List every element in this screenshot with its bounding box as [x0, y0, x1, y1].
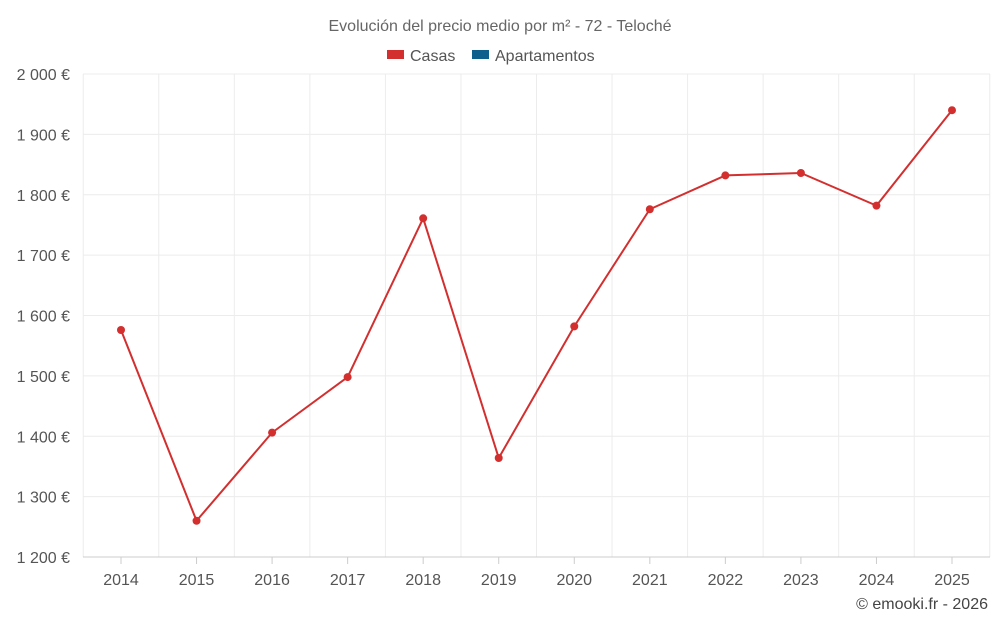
- data-point[interactable]: [268, 428, 277, 437]
- data-point[interactable]: [192, 516, 201, 525]
- legend: Casas Apartamentos: [387, 48, 595, 65]
- legend-label-apartamentos: Apartamentos: [495, 48, 595, 65]
- legend-swatch-apartamentos: [472, 50, 489, 59]
- data-point[interactable]: [419, 214, 428, 223]
- series-line-casas: [120, 109, 953, 522]
- legend-swatch-casas: [387, 50, 404, 59]
- series-casas: [117, 106, 956, 525]
- y-tick-label: 1 200 €: [17, 550, 70, 567]
- data-point[interactable]: [796, 169, 805, 178]
- legend-item-casas[interactable]: Casas: [387, 48, 455, 65]
- credit-text: © emooki.fr - 2026: [856, 596, 988, 613]
- y-tick-label: 2 000 €: [17, 67, 70, 84]
- legend-label-casas: Casas: [410, 48, 455, 65]
- data-point[interactable]: [645, 205, 654, 214]
- data-point[interactable]: [721, 171, 730, 180]
- data-point[interactable]: [343, 373, 352, 382]
- x-tick-label: 2024: [859, 572, 895, 589]
- x-tick-label: 2021: [632, 572, 668, 589]
- x-tick-label: 2015: [179, 572, 215, 589]
- y-axis: 1 200 € 1 300 € 1 400 € 1 500 € 1 600 € 1 700…: [17, 67, 70, 567]
- y-tick-label: 1 900 €: [17, 127, 70, 144]
- gridlines: [82, 73, 991, 558]
- data-point[interactable]: [872, 201, 881, 210]
- chart-title: Evolución del precio medio por m² - 72 -…: [329, 18, 672, 35]
- x-tick-label: 2025: [934, 572, 970, 589]
- data-point[interactable]: [117, 325, 125, 334]
- y-tick-label: 1 800 €: [17, 188, 70, 205]
- y-tick-label: 1 500 €: [17, 369, 70, 386]
- y-tick-label: 1 400 €: [17, 429, 70, 446]
- x-tick-label: 2019: [481, 572, 517, 589]
- data-point[interactable]: [494, 453, 503, 462]
- data-point[interactable]: [570, 322, 579, 331]
- legend-item-apartamentos[interactable]: Apartamentos: [472, 48, 595, 65]
- y-tick-label: 1 600 €: [17, 309, 70, 326]
- x-tick-label: 2022: [708, 572, 744, 589]
- x-tick-label: 2023: [783, 572, 819, 589]
- x-tick-label: 2014: [103, 572, 139, 589]
- x-tick-label: 2020: [556, 572, 592, 589]
- y-tick-label: 1 700 €: [17, 248, 70, 265]
- x-tick-label: 2017: [330, 572, 366, 589]
- x-tick-label: 2018: [405, 572, 441, 589]
- data-point[interactable]: [948, 106, 956, 115]
- x-tick-label: 2016: [254, 572, 290, 589]
- x-axis: 2014 2015 2016 2017 2018 2019 2020 2021 2022 2023…: [83, 556, 990, 589]
- y-tick-label: 1 300 €: [17, 490, 70, 507]
